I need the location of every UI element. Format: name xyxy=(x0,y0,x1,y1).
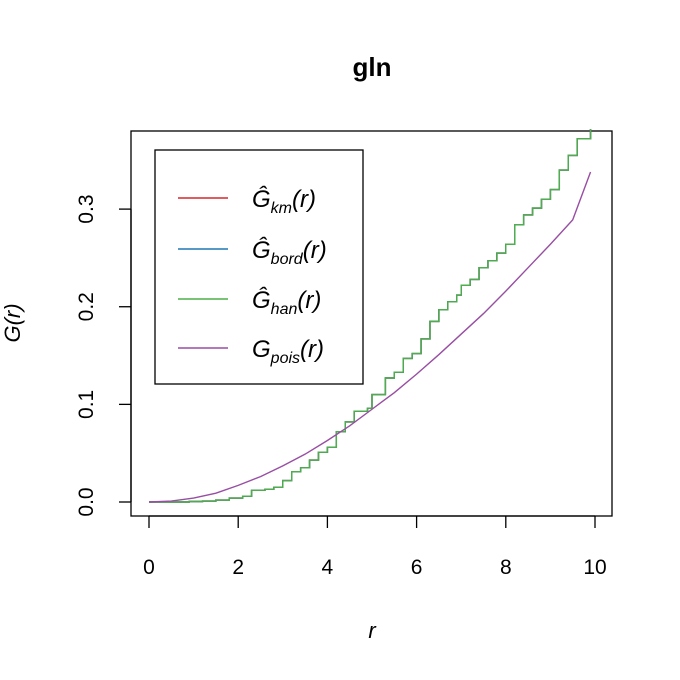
x-axis: 0 2 4 6 8 10 xyxy=(143,515,607,579)
legend-suffix: (r) xyxy=(303,237,327,264)
y-axis-label: G(r) xyxy=(0,303,25,342)
legend-suffix: (r) xyxy=(300,336,324,363)
legend-subscript: han xyxy=(271,301,298,318)
x-tick-label: 2 xyxy=(232,556,244,579)
legend-subscript: pois xyxy=(270,350,300,367)
legend-entry: Ĝhan(r) xyxy=(252,286,321,318)
chart-title: gln xyxy=(353,52,392,82)
legend-suffix: (r) xyxy=(297,287,321,314)
x-tick-label: 0 xyxy=(143,556,155,579)
x-tick-label: 10 xyxy=(583,556,606,579)
x-tick-label: 4 xyxy=(322,556,334,579)
legend-symbol: Ĝ xyxy=(252,286,271,314)
series-layer xyxy=(148,129,592,503)
legend-box xyxy=(154,149,364,385)
series-line-Gpois(r) xyxy=(148,171,592,503)
legend-entry: Gpois(r) xyxy=(252,336,324,367)
x-tick-label: 6 xyxy=(411,556,423,579)
series-line-Ĝhan(r) xyxy=(149,129,592,503)
legend-symbol: G xyxy=(252,336,271,363)
y-tick-label: 0.1 xyxy=(75,390,98,419)
x-tick-label: 8 xyxy=(500,556,512,579)
legend-symbol: Ĝ xyxy=(252,185,271,213)
legend-subscript: km xyxy=(271,200,292,217)
legend-entry: Ĝkm(r) xyxy=(252,185,316,217)
y-axis: 0.0 0.1 0.2 0.3 xyxy=(75,195,132,517)
legend-symbol: Ĝ xyxy=(252,236,271,264)
legend-subscript: bord xyxy=(271,251,304,268)
x-axis-label: r xyxy=(368,618,377,643)
y-tick-label: 0.2 xyxy=(75,292,98,321)
legend-entry: Ĝbord(r) xyxy=(252,236,327,268)
y-tick-label: 0.0 xyxy=(75,487,98,516)
y-tick-label: 0.3 xyxy=(75,195,98,224)
legend-suffix: (r) xyxy=(292,186,316,213)
legend: Ĝkm(r)Ĝbord(r)Ĝhan(r)Gpois(r) xyxy=(154,149,364,385)
